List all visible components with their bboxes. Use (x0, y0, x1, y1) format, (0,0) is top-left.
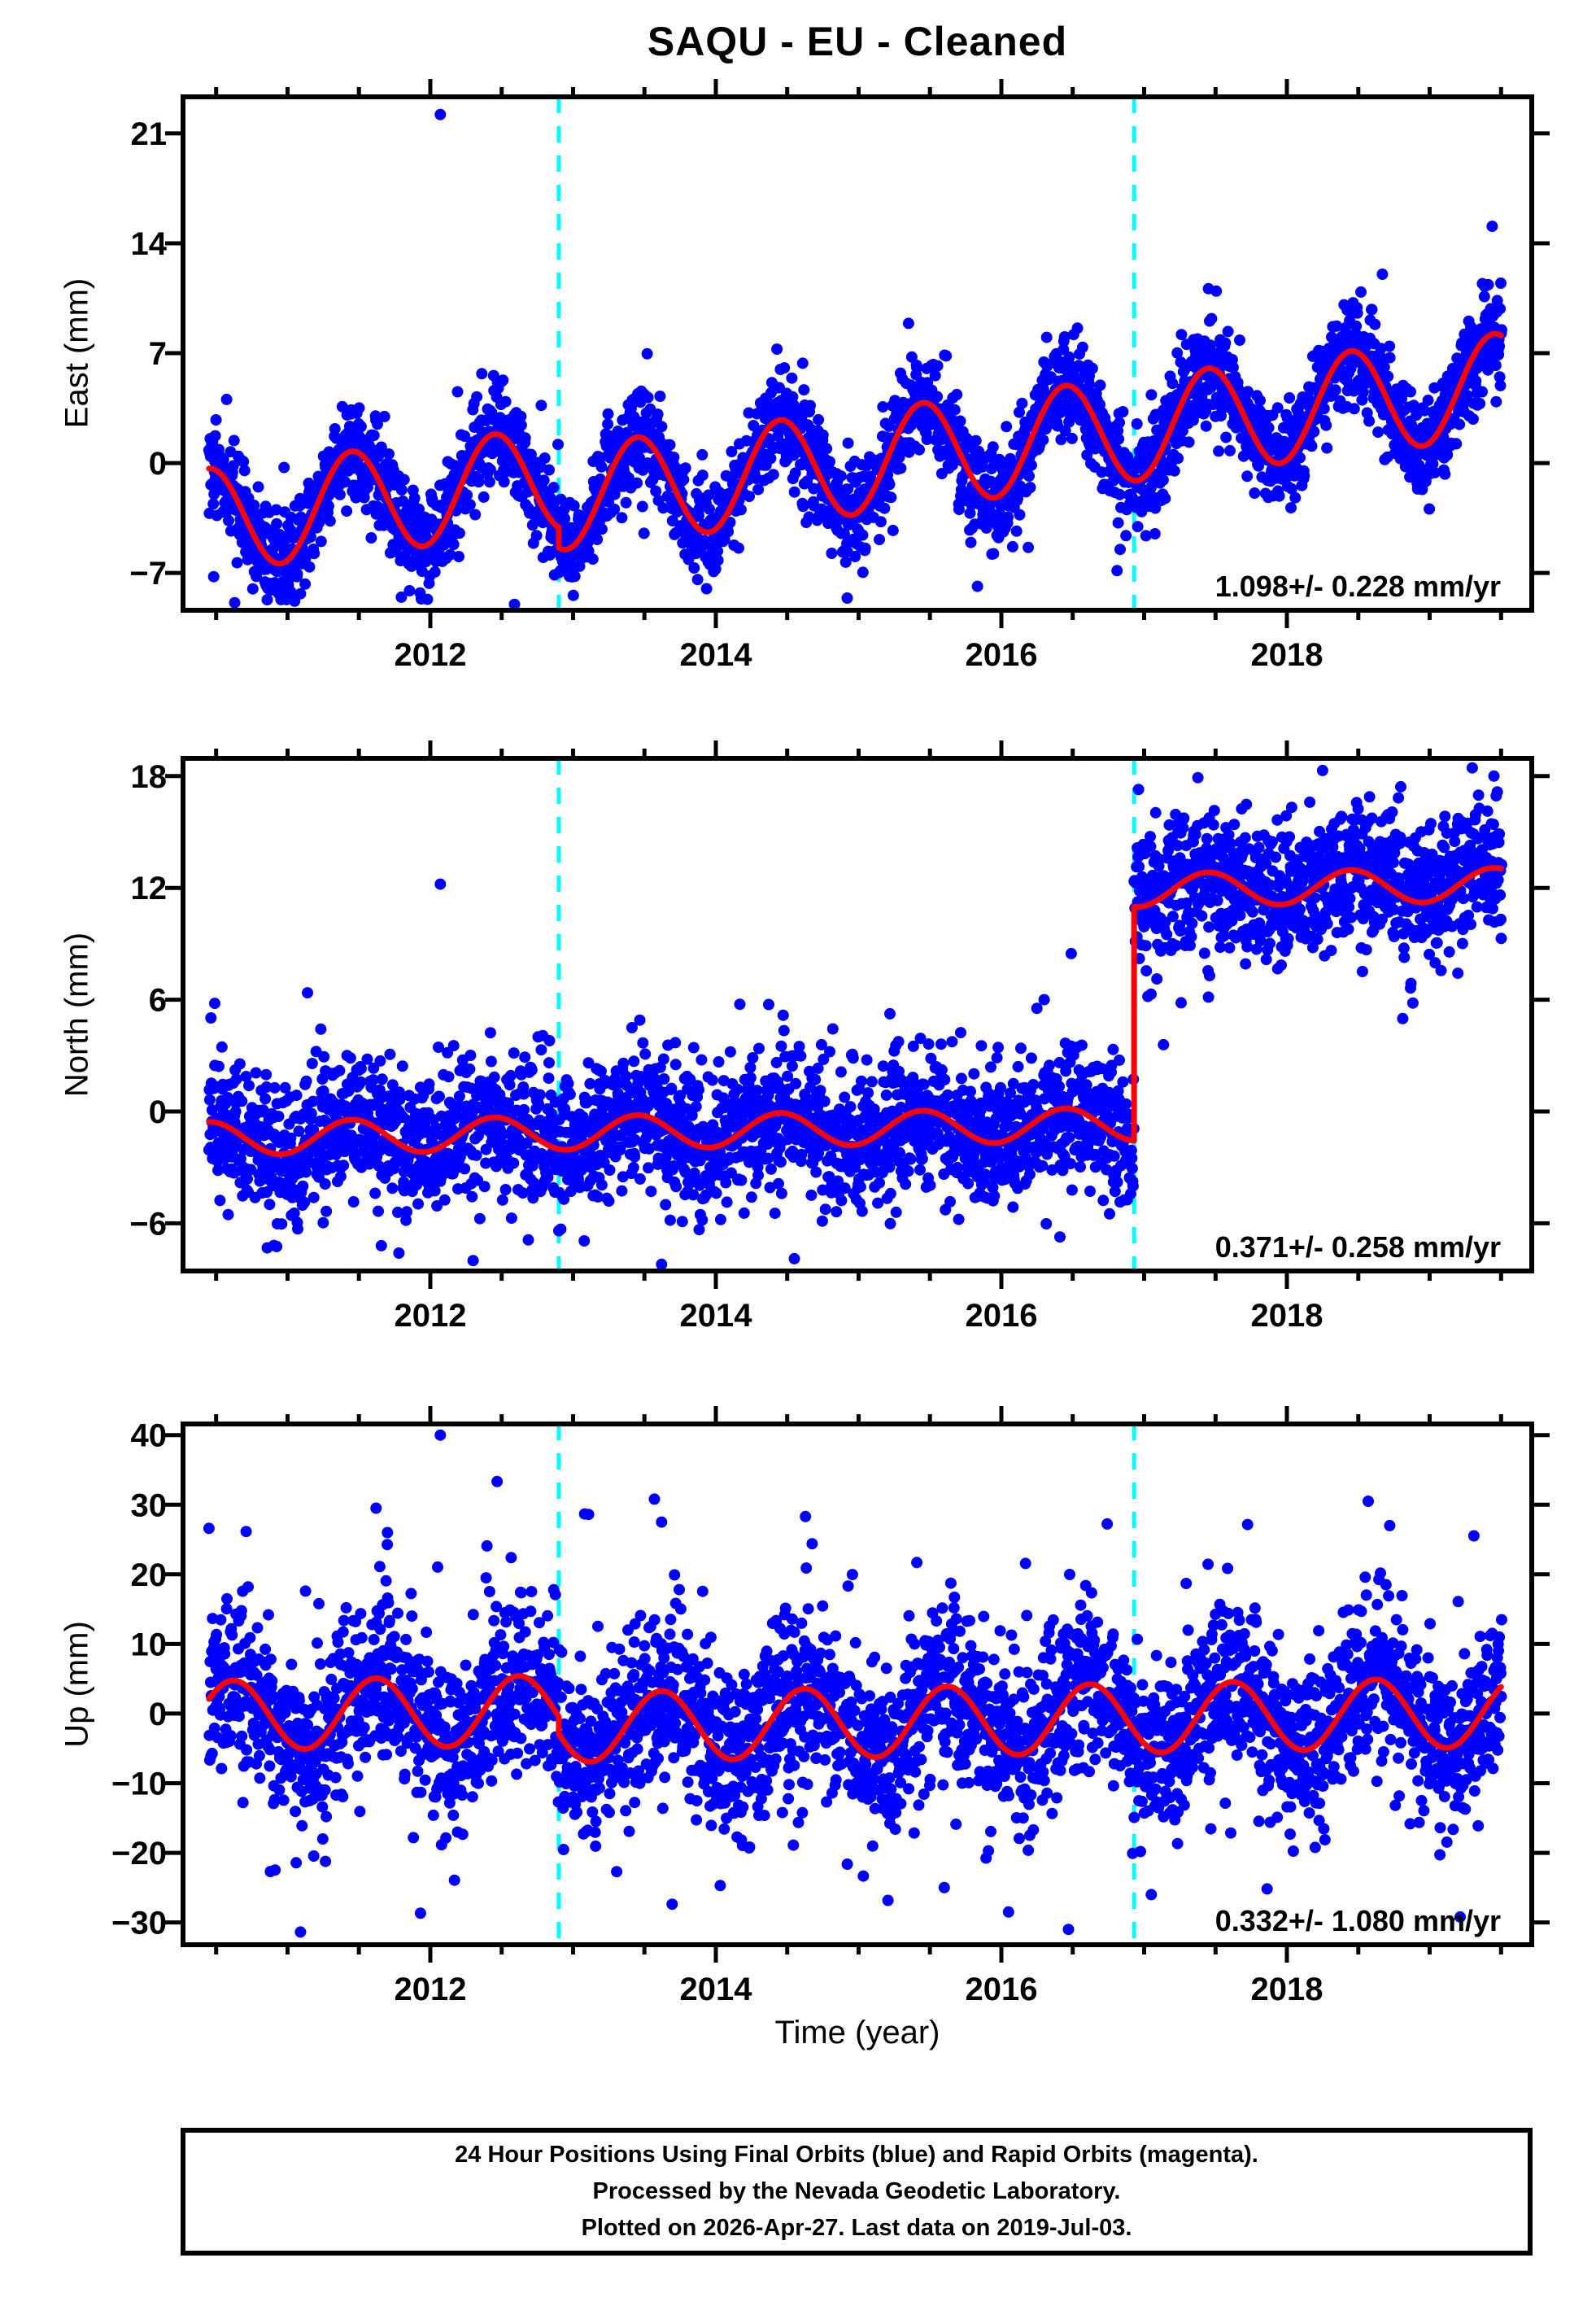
svg-text:21: 21 (131, 116, 168, 152)
scatter-points-east (203, 108, 1507, 610)
plot-frame-north (181, 756, 1534, 1273)
fit-line-east (206, 330, 1504, 567)
svg-text:2014: 2014 (680, 637, 753, 673)
footer-line-1: 24 Hour Positions Using Final Orbits (bl… (455, 2142, 1258, 2168)
svg-text:2018: 2018 (1251, 637, 1323, 673)
page-title: SAQU - EU - Cleaned (647, 19, 1068, 64)
svg-text:−7: −7 (129, 556, 167, 592)
svg-text:2016: 2016 (966, 637, 1038, 673)
footer-line-3: Plotted on 2026-Apr-27. Last data on 201… (581, 2215, 1132, 2241)
svg-text:2012: 2012 (395, 637, 467, 673)
scatter-points-up (203, 1429, 1507, 1938)
rate-annotation-east: 1.098+/- 0.228 mm/yr (1214, 570, 1501, 603)
x-axis-title: Time (year) (774, 2015, 940, 2051)
svg-text:0: 0 (149, 446, 167, 482)
rate-annotation-north: 0.371+/- 0.258 mm/yr (1214, 1230, 1501, 1264)
event-lines (556, 758, 1136, 1271)
scatter-points-north (203, 762, 1507, 1270)
svg-text:14: 14 (131, 226, 168, 262)
plot-frame-east (181, 94, 1534, 613)
footer-note: 24 Hour Positions Using Final Orbits (bl… (181, 2128, 1533, 2256)
footer-line-2: Processed by the Nevada Geodetic Laborat… (592, 2178, 1121, 2204)
rate-annotation-up: 0.332+/- 1.080 mm/yr (1214, 1904, 1501, 1937)
svg-text:7: 7 (149, 336, 167, 372)
fit-line-up (206, 1673, 1504, 1765)
axis-ticks-east: 21 14 7 0 −7 2012 2014 2016 2018 (129, 79, 1550, 673)
fit-line-north (206, 865, 1504, 1158)
plot-frame-up (181, 1422, 1534, 1947)
